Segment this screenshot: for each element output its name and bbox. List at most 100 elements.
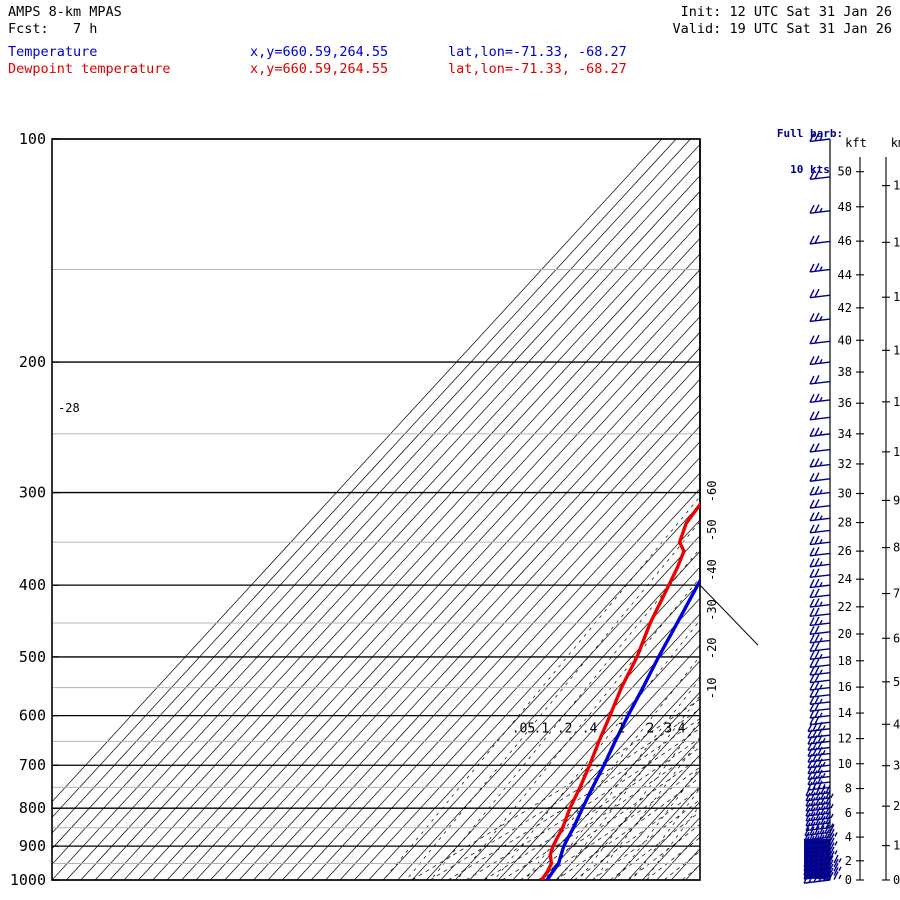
isotherm xyxy=(52,175,700,880)
wind-barb xyxy=(809,355,831,366)
isotherm xyxy=(66,190,700,880)
kft-tick-label: 10 xyxy=(838,757,852,771)
isotherm xyxy=(310,456,700,880)
kft-tick-label: 38 xyxy=(838,365,852,379)
mixing-ratio-line xyxy=(631,787,700,880)
wind-barb xyxy=(809,557,831,568)
kft-tick-label: 42 xyxy=(838,301,852,315)
km-axis-title: km xyxy=(891,136,900,150)
mixing-ratio-label: 1 xyxy=(617,722,625,737)
kft-tick-label: 48 xyxy=(838,200,852,214)
kft-tick-label: 14 xyxy=(838,706,852,720)
wind-barb xyxy=(809,375,831,385)
sounding-traces xyxy=(539,501,700,880)
isotherm xyxy=(584,754,700,880)
wind-barb xyxy=(805,815,831,827)
km-tick-label: 6. xyxy=(893,631,900,645)
isotherm xyxy=(469,629,700,880)
mixing-ratio-label: .4 xyxy=(582,722,598,737)
wind-barb xyxy=(809,535,831,546)
wind-barb xyxy=(809,568,831,579)
isotherm xyxy=(570,738,700,880)
km-tick-label: 12. xyxy=(893,343,900,357)
kft-tick-label: 4 xyxy=(845,830,852,844)
kft-tick-label: 50 xyxy=(838,165,852,179)
isotherm-value-label: -28 xyxy=(58,401,80,415)
isotherm xyxy=(670,848,700,880)
wind-barb xyxy=(809,642,831,652)
wind-barb xyxy=(809,681,831,691)
kft-tick-label: 0 xyxy=(845,873,852,887)
wind-barb-column xyxy=(803,132,842,884)
km-tick-label: 7. xyxy=(893,587,900,601)
wind-barb xyxy=(809,666,831,676)
isotherm xyxy=(52,139,662,803)
isotherm xyxy=(368,519,700,880)
wind-barb-dense-stack xyxy=(804,838,830,880)
km-tick-label: 13. xyxy=(893,290,900,304)
wind-barb xyxy=(809,410,831,421)
wind-barb xyxy=(809,598,831,608)
isotherm xyxy=(80,206,700,880)
wind-barb xyxy=(809,607,831,618)
km-tick-label: 9. xyxy=(893,493,900,507)
temperature-xy: x,y=660.59,264.55 xyxy=(250,44,389,60)
isotherm xyxy=(238,378,700,880)
wind-barb xyxy=(809,170,831,180)
isotherm xyxy=(181,316,700,880)
isotherm xyxy=(743,139,900,880)
km-tick-label: 0. xyxy=(893,873,900,887)
isotherm xyxy=(94,222,700,880)
isotherm xyxy=(210,347,700,880)
kft-tick-label: 2 xyxy=(845,854,852,868)
wind-barb xyxy=(809,588,831,599)
pressure-tick-label: 300 xyxy=(19,484,46,502)
wind-barb xyxy=(807,780,831,791)
wind-barb xyxy=(809,132,831,143)
wind-barb xyxy=(809,234,831,245)
km-tick-label: 11. xyxy=(893,395,900,409)
wind-barb xyxy=(805,810,834,822)
isotherm xyxy=(685,863,700,880)
full-barb-legend: Full barb: 10 kts xyxy=(760,104,860,188)
mixing-ratio-line xyxy=(430,547,700,880)
dewpoint-latlon: lat,lon=-71.33, -68.27 xyxy=(448,61,627,77)
right-temperature-label: -30 xyxy=(705,599,719,621)
wind-barb xyxy=(805,800,834,812)
wind-barb xyxy=(809,695,831,706)
wind-barb xyxy=(809,511,831,522)
pressure-tick-label: 500 xyxy=(19,648,46,666)
km-tick-label: 1. xyxy=(893,839,900,853)
isotherm xyxy=(224,362,700,880)
wind-barb xyxy=(809,625,831,635)
pressure-tick-label: 900 xyxy=(19,837,46,855)
temperature-legend-label: Temperature xyxy=(8,44,98,60)
wind-barb xyxy=(809,673,831,684)
isotherm xyxy=(123,253,700,880)
wind-barb xyxy=(804,824,835,837)
isotherm xyxy=(267,409,700,880)
valid-time: Valid: 19 UTC Sat 31 Jan 26 xyxy=(672,21,892,37)
pressure-tick-label: 200 xyxy=(19,353,46,371)
right-temperature-label: -50 xyxy=(705,519,719,541)
mixing-ratio-label: .05 xyxy=(512,722,535,737)
km-tick-label: 3. xyxy=(893,759,900,773)
isotherm xyxy=(440,597,700,880)
km-tick-label: 4. xyxy=(893,717,900,731)
wind-barb xyxy=(809,499,831,509)
kft-tick-label: 30 xyxy=(838,487,852,501)
isotherm xyxy=(483,644,700,880)
wind-barb xyxy=(809,393,831,404)
wind-barb xyxy=(807,775,831,786)
moist-adiabat xyxy=(681,864,700,880)
wind-barb xyxy=(809,633,831,644)
mixing-ratio-line xyxy=(382,496,700,880)
wind-barb xyxy=(809,262,831,273)
mixing-ratio-label: .2 xyxy=(557,722,573,737)
isotherm xyxy=(109,237,700,880)
wind-barb xyxy=(805,805,831,817)
temperature-trace xyxy=(545,577,700,880)
kft-tick-label: 34 xyxy=(838,427,852,441)
wind-barb xyxy=(809,578,831,589)
wind-barb xyxy=(809,204,831,214)
